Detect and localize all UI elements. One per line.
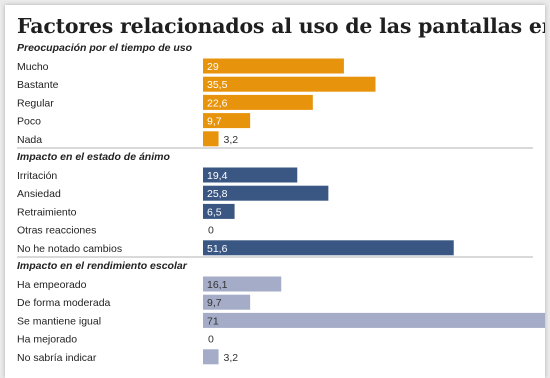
data-label: 9,7 — [207, 116, 222, 128]
bar — [203, 58, 344, 74]
bar — [203, 167, 298, 183]
bar-group-1: Preocupación por el tiempo de uso Mucho 29… — [17, 42, 376, 147]
bar — [203, 276, 282, 292]
data-label: 29 — [207, 61, 219, 73]
category-label: No sabría indicar — [17, 352, 97, 364]
category-label: Ansiedad — [17, 188, 61, 200]
category-label: Irritación — [17, 170, 57, 182]
bar — [203, 113, 251, 129]
bar — [203, 312, 545, 328]
section-title: Impacto en el rendimiento escolar — [17, 260, 188, 272]
data-label: 35,5 — [207, 79, 228, 91]
category-label: Se mantiene igual — [17, 315, 101, 327]
bar-group-3: Impacto en el rendimiento escolar Ha empe… — [17, 256, 545, 365]
category-label: Ha mejorado — [17, 334, 77, 346]
bar-group-2: Impacto en el estado de ánimo Irritación 1… — [17, 147, 533, 256]
section-title: Impacto en el estado de ánimo — [17, 151, 170, 163]
bar — [203, 240, 454, 256]
data-label: 6,5 — [207, 206, 222, 218]
category-label: Nada — [17, 134, 42, 146]
category-label: Ha empeorado — [17, 279, 87, 291]
category-label: Bastante — [17, 79, 59, 91]
chart-title: Factores relacionados al uso de las pant… — [17, 14, 545, 38]
bar — [203, 131, 219, 147]
data-label: 0 — [208, 334, 214, 346]
category-label: Mucho — [17, 61, 49, 73]
category-label: Poco — [17, 116, 41, 128]
category-label: De forma moderada — [17, 297, 111, 309]
data-label: 3,2 — [224, 134, 239, 146]
data-label: 71 — [207, 315, 219, 327]
data-label: 9,7 — [207, 297, 222, 309]
category-label: Retraimiento — [17, 206, 77, 218]
data-label: 16,1 — [207, 279, 228, 291]
bar — [203, 185, 329, 201]
section-title: Preocupación por el tiempo de uso — [17, 42, 193, 54]
bar — [203, 203, 235, 219]
bar-chart: Preocupación por el tiempo de uso Mucho 29… — [17, 42, 545, 365]
bar — [203, 294, 251, 310]
bar — [203, 76, 376, 92]
data-label: 19,4 — [207, 170, 228, 182]
data-label: 0 — [208, 225, 214, 237]
data-label: 51,6 — [207, 243, 228, 255]
bar — [203, 349, 219, 365]
category-label: No he notado cambios — [17, 243, 122, 255]
data-label: 22,6 — [207, 97, 228, 109]
category-label: Regular — [17, 97, 54, 109]
bar — [203, 94, 313, 110]
category-label: Otras reacciones — [17, 225, 96, 237]
data-label: 25,8 — [207, 188, 228, 200]
chart-card: Factores relacionados al uso de las pant… — [5, 5, 545, 378]
data-label: 3,2 — [224, 352, 239, 364]
